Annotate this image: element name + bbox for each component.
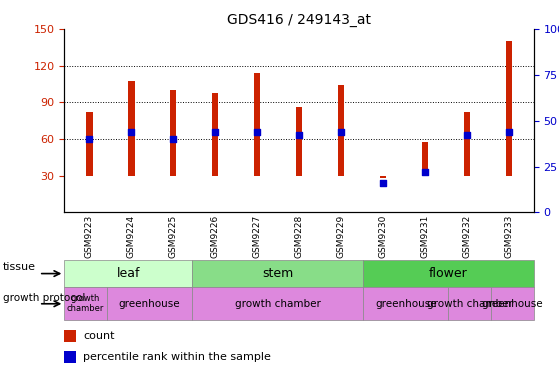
Bar xyxy=(107,287,192,320)
Bar xyxy=(380,176,386,178)
Text: greenhouse: greenhouse xyxy=(119,299,181,309)
Text: GSM9224: GSM9224 xyxy=(127,214,136,258)
Text: GSM9225: GSM9225 xyxy=(169,214,178,258)
Text: GSM9223: GSM9223 xyxy=(85,214,94,258)
Text: growth chamber: growth chamber xyxy=(427,299,513,309)
Text: greenhouse: greenhouse xyxy=(482,299,543,309)
Text: stem: stem xyxy=(262,267,293,280)
Point xyxy=(462,132,471,138)
Text: GSM9232: GSM9232 xyxy=(462,214,471,258)
Text: growth protocol: growth protocol xyxy=(3,293,85,303)
Bar xyxy=(254,73,260,176)
Text: GSM9226: GSM9226 xyxy=(211,214,220,258)
Bar xyxy=(491,287,534,320)
Point xyxy=(127,129,136,135)
Bar xyxy=(212,93,219,176)
Bar xyxy=(421,142,428,176)
Bar xyxy=(86,112,93,176)
Bar xyxy=(505,41,512,176)
Text: flower: flower xyxy=(429,267,468,280)
Text: GSM9233: GSM9233 xyxy=(504,214,513,258)
Text: GSM9228: GSM9228 xyxy=(295,214,304,258)
Point xyxy=(211,129,220,135)
Point xyxy=(85,136,94,142)
Bar xyxy=(363,260,534,287)
Text: leaf: leaf xyxy=(117,267,140,280)
Bar xyxy=(64,260,192,287)
Point xyxy=(295,132,304,138)
Bar xyxy=(463,112,470,176)
Text: greenhouse: greenhouse xyxy=(375,299,437,309)
Bar xyxy=(170,90,177,176)
Text: growth chamber: growth chamber xyxy=(235,299,321,309)
Bar xyxy=(192,260,363,287)
Point xyxy=(337,129,345,135)
Point xyxy=(169,136,178,142)
Bar xyxy=(64,330,76,342)
Point xyxy=(504,129,513,135)
Point xyxy=(420,169,429,175)
Bar xyxy=(192,287,363,320)
Bar xyxy=(363,287,448,320)
Text: growth
chamber: growth chamber xyxy=(67,294,105,313)
Text: count: count xyxy=(83,331,115,341)
Text: GSM9227: GSM9227 xyxy=(253,214,262,258)
Text: tissue: tissue xyxy=(3,262,36,272)
Text: GSM9229: GSM9229 xyxy=(337,214,345,258)
Point xyxy=(253,129,262,135)
Text: GSM9231: GSM9231 xyxy=(420,214,429,258)
Bar xyxy=(128,81,135,176)
Bar xyxy=(64,351,76,363)
Bar xyxy=(296,107,302,176)
Text: percentile rank within the sample: percentile rank within the sample xyxy=(83,352,271,362)
Bar xyxy=(448,287,491,320)
Bar xyxy=(338,85,344,176)
Bar xyxy=(64,287,107,320)
Text: GSM9230: GSM9230 xyxy=(378,214,387,258)
Point xyxy=(378,180,387,186)
Title: GDS416 / 249143_at: GDS416 / 249143_at xyxy=(227,13,371,27)
